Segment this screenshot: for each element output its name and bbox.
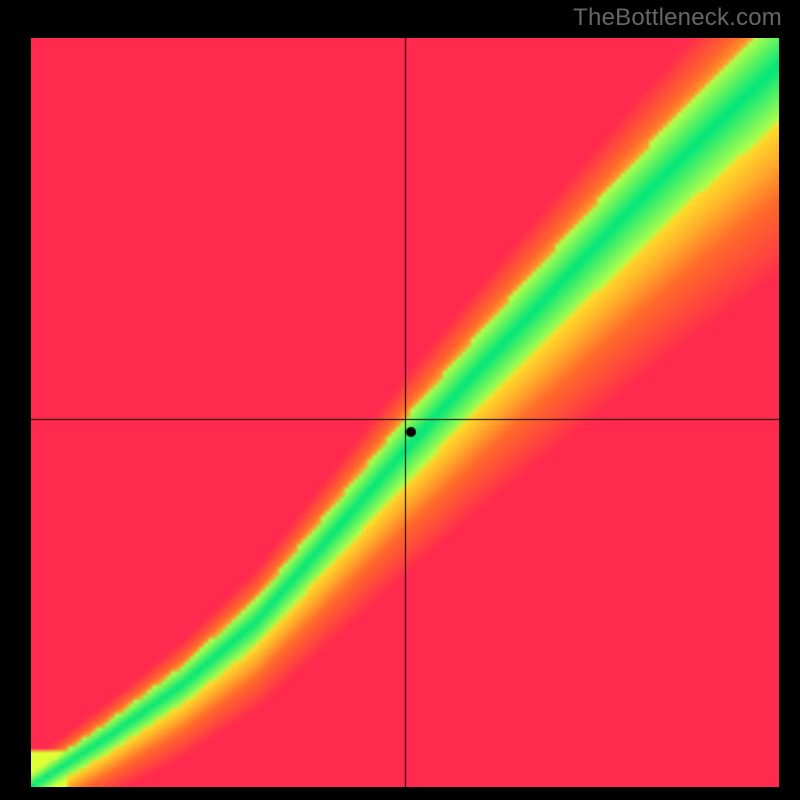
chart-container: TheBottleneck.com	[0, 0, 800, 800]
source-watermark: TheBottleneck.com	[573, 4, 782, 32]
bottleneck-heatmap	[0, 0, 800, 800]
